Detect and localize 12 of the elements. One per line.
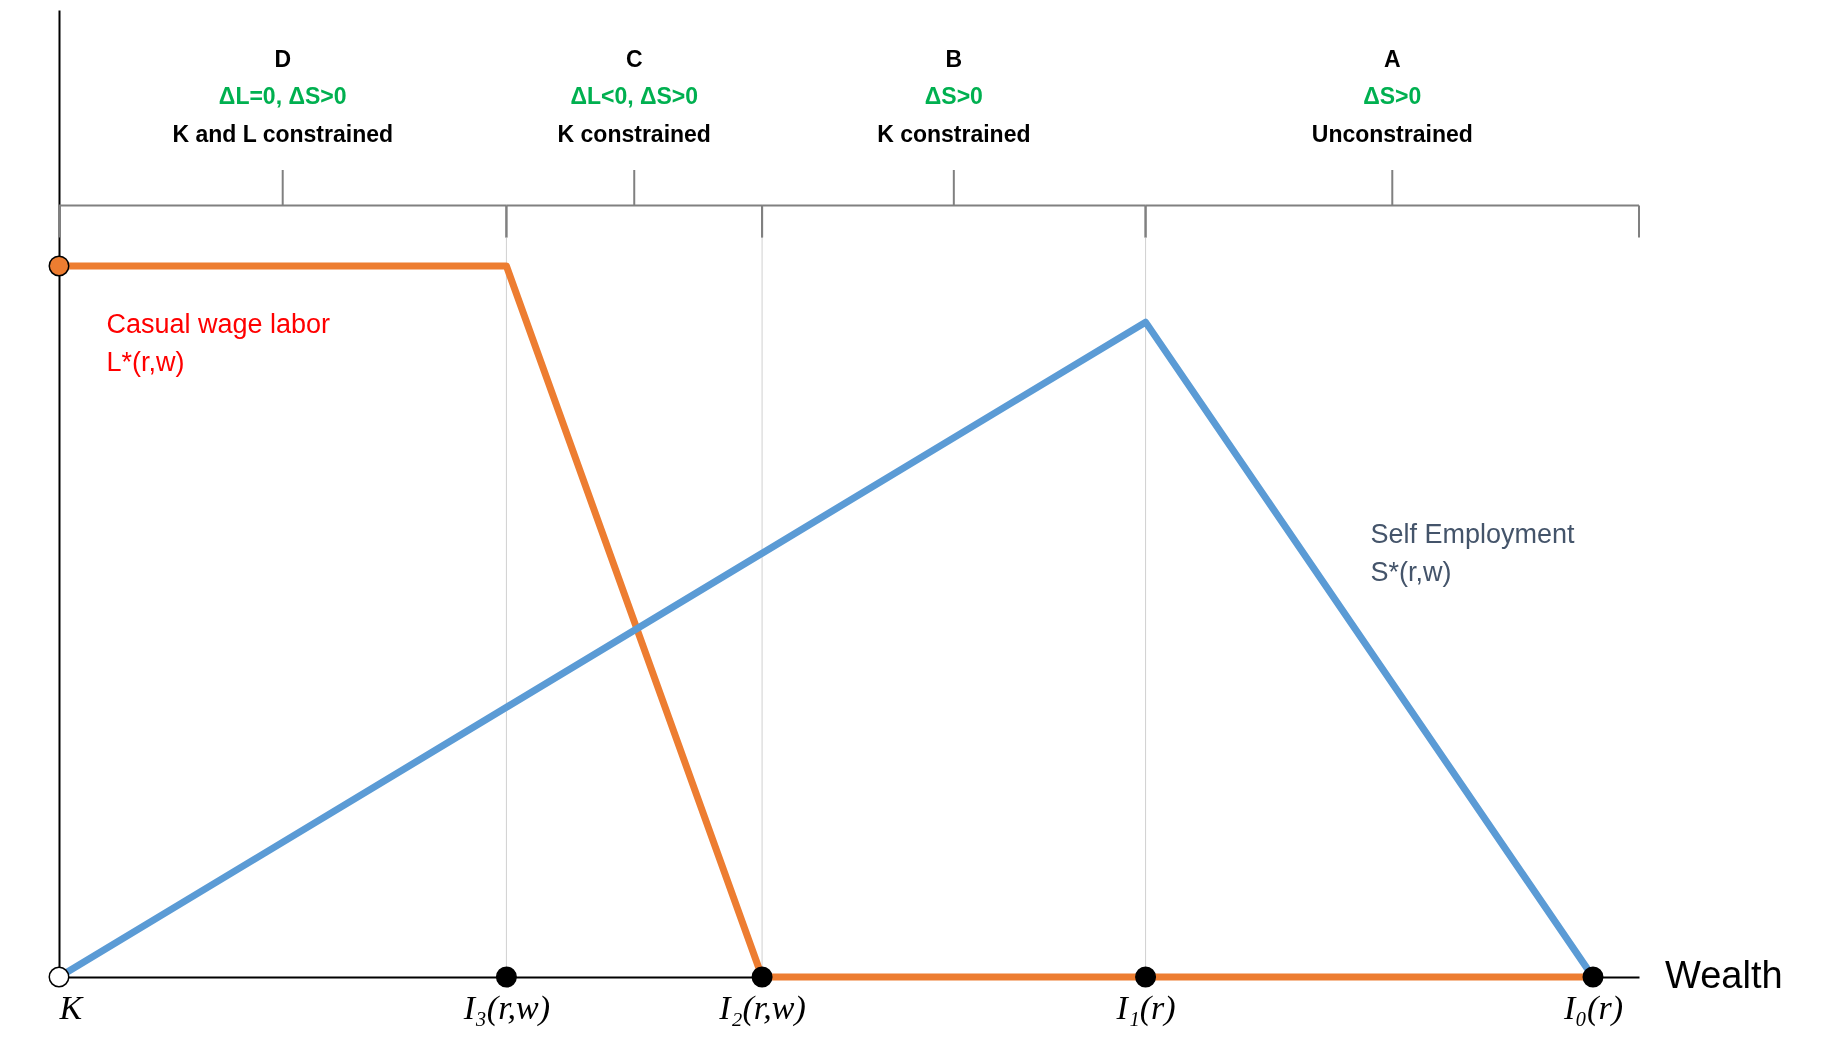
x-tick-label: I₃(r,w) bbox=[462, 988, 551, 1027]
text: A ΔS>0 Unconstrained bbox=[1311, 45, 1473, 148]
x-tick-label: I₀(r) bbox=[1562, 988, 1623, 1027]
text: B ΔS>0 K constrained bbox=[877, 45, 1031, 148]
x-tick-label: I₁(r) bbox=[1115, 988, 1176, 1027]
x-tick-label: I₂(r,w) bbox=[718, 988, 806, 1027]
text: D ΔL=0, ΔS>0 K and L constrained bbox=[172, 45, 394, 148]
series-label: Self Employment S*(r,w) bbox=[1370, 518, 1575, 587]
x-axis-title: Wealth bbox=[1665, 954, 1783, 996]
series-label: Casual wage labor L*(r,w) bbox=[106, 309, 331, 378]
text: C ΔL<0, ΔS>0 K constrained bbox=[557, 45, 711, 148]
x-tick-label: K bbox=[58, 988, 85, 1026]
